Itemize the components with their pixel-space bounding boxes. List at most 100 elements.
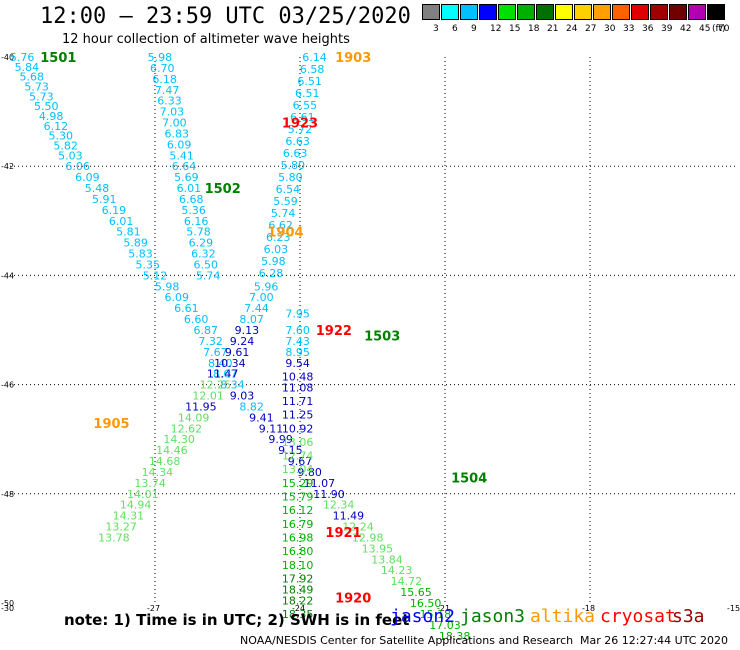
wave-height-value: 18.38	[439, 630, 471, 643]
wave-height-value: 14.72	[391, 575, 423, 588]
wave-height-value: 11.71	[282, 395, 314, 408]
wave-height-value: 5.80	[278, 171, 303, 184]
wave-height-value: 14.68	[149, 455, 181, 468]
wave-height-value: 10.34	[214, 357, 246, 370]
wave-height-value: 8.67	[213, 368, 238, 381]
color-scale-label: 42	[680, 24, 692, 34]
wave-height-value: 9.24	[230, 335, 255, 348]
wave-height-value: 10.48	[282, 370, 314, 383]
wave-height-value: 6.33	[157, 95, 182, 108]
wave-height-value: 14.30	[163, 433, 195, 446]
wave-height-value: 5.59	[273, 195, 298, 208]
wave-height-value: 5.73	[29, 90, 54, 103]
y-tick-label: -44	[1, 271, 14, 280]
color-scale-swatch	[498, 4, 516, 20]
wave-height-value: 6.12	[44, 120, 69, 133]
wave-height-value: 15.29	[282, 477, 314, 490]
satellite-legend-altika: altika	[530, 606, 596, 627]
color-scale-swatch	[631, 4, 649, 20]
color-scale-label: 12	[490, 24, 502, 34]
pass-time-label: 1903	[335, 51, 371, 66]
wave-height-value: 13.95	[362, 542, 394, 555]
wave-height-value: 7.32	[198, 335, 223, 348]
pass-time-label: 1501	[40, 51, 76, 66]
wave-height-value: 6.01	[109, 215, 134, 228]
wave-height-value: 12.62	[171, 422, 203, 435]
wave-height-value: 18.10	[282, 559, 314, 572]
y-tick-label: -50	[1, 599, 14, 608]
wave-height-value: 6.51	[297, 75, 322, 88]
wave-height-value: 6.55	[293, 99, 318, 112]
x-tick-label: -27	[147, 604, 160, 613]
wave-height-value: 6.54	[276, 183, 301, 196]
wave-height-value: 6.29	[189, 237, 214, 250]
wave-height-value: 6.01	[177, 182, 202, 195]
wave-height-value: 13.78	[98, 531, 130, 544]
pass-time-label: 1921	[325, 526, 361, 541]
wave-height-value: 9.61	[225, 346, 250, 359]
wave-height-value: 5.48	[85, 182, 110, 195]
wave-height-value: 11.08	[282, 381, 314, 394]
wave-height-value: 7.67	[203, 346, 228, 359]
wave-height-value: 7.03	[160, 106, 185, 119]
wave-height-value: 9.13	[235, 324, 260, 337]
wave-height-value: 13.74	[134, 477, 166, 490]
wave-height-value: 8.34	[220, 379, 245, 392]
wave-height-value: 6.09	[167, 138, 192, 151]
wave-height-value: 12.25	[200, 379, 232, 392]
wave-height-value: 9.54	[285, 357, 310, 370]
color-scale-label: 3	[433, 24, 439, 34]
y-tick-label: -48	[1, 490, 14, 499]
wave-height-value: 5.41	[169, 149, 194, 162]
wave-height-value: 15.65	[400, 586, 432, 599]
color-scale-swatch	[574, 4, 592, 20]
wave-height-value: 6.63	[283, 147, 308, 160]
wave-height-value: 6.62	[268, 219, 293, 232]
wave-height-value: 8.95	[285, 346, 310, 359]
wave-height-value: 6.58	[300, 63, 325, 76]
wave-height-value: 13.04	[282, 463, 314, 476]
wave-height-value: 9.41	[249, 411, 274, 424]
wave-height-value: 9.03	[230, 390, 255, 403]
wave-height-value: 6.19	[102, 204, 127, 217]
wave-height-value: 13.84	[371, 553, 403, 566]
wave-height-value: 5.81	[116, 226, 141, 239]
color-scale-swatch	[517, 4, 535, 20]
credit-line: NOAA/NESDIS Center for Satellite Applica…	[240, 634, 574, 647]
wave-height-value: 15.79	[282, 491, 314, 504]
y-tick-label: -40	[1, 53, 14, 62]
satellite-legend-jason2: jason2	[390, 606, 456, 627]
wave-height-value: 6.09	[75, 171, 100, 184]
wave-height-value: 5.96	[254, 280, 279, 293]
wave-height-value: 5.30	[49, 130, 74, 143]
wave-height-value: 5.80	[281, 159, 306, 172]
pass-time-label: 1922	[316, 324, 352, 339]
wave-height-value: 6.61	[290, 111, 315, 124]
color-scale-swatch	[460, 4, 478, 20]
wave-height-value: 13.27	[105, 521, 137, 534]
color-scale-swatch	[612, 4, 630, 20]
wave-height-value: 16.80	[282, 545, 314, 558]
wave-height-value: 5.76	[10, 51, 35, 64]
wave-height-value: 5.35	[136, 258, 161, 271]
color-scale-swatch	[422, 4, 440, 20]
wave-height-value: 9.99	[268, 433, 293, 446]
pass-time-label: 1503	[364, 329, 400, 344]
wave-height-value: 6.32	[191, 248, 216, 261]
wave-height-value: 6.61	[174, 302, 199, 315]
wave-height-value: 8.40	[208, 357, 233, 370]
wave-height-value: 6.18	[152, 73, 177, 86]
wave-height-value: 4.98	[39, 110, 64, 123]
color-scale-label: 27	[585, 24, 597, 34]
wave-height-value: 5.84	[15, 61, 40, 74]
wave-height-value: 5.83	[128, 248, 153, 261]
wave-height-value: 7.00	[162, 117, 187, 130]
color-scale-swatch	[479, 4, 497, 20]
color-scale-label: 39	[661, 24, 673, 34]
wave-height-value: 14.34	[142, 466, 174, 479]
wave-height-value: 18.35	[282, 608, 314, 621]
pass-time-label: 1905	[93, 417, 129, 432]
pass-time-label: 1904	[267, 226, 303, 241]
wave-height-value: 14.94	[120, 499, 152, 512]
wave-height-value: 5.72	[288, 123, 313, 136]
